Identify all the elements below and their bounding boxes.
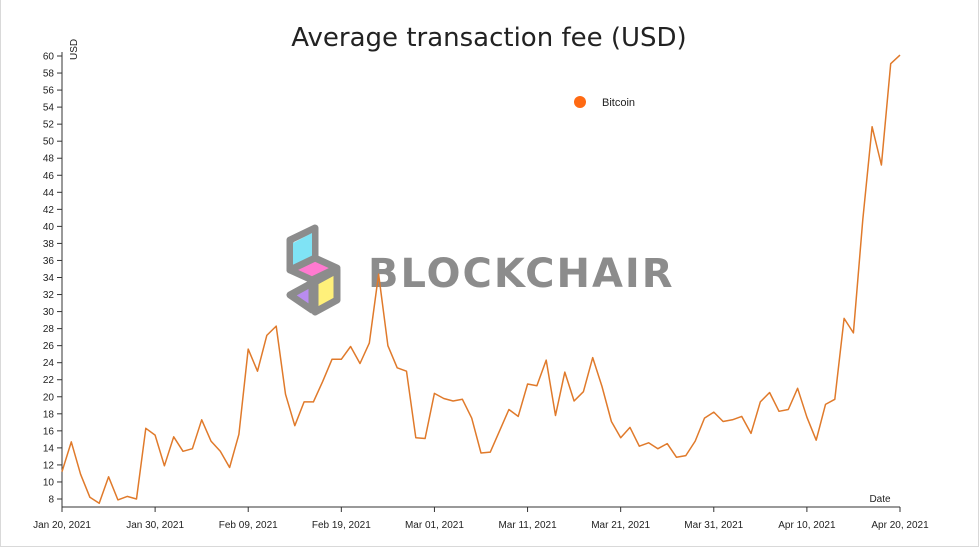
blockchair-logo (286, 224, 341, 316)
y-tick-label: 56 (43, 86, 55, 97)
x-axis: Jan 20, 2021 Jan 30, 2021 Feb 09, 2021 Feb … (33, 506, 929, 531)
y-tick-label: 22 (43, 375, 55, 386)
y-tick-label: 24 (43, 358, 55, 369)
y-axis: 8 10 12 14 16 18 20 22 24 26 28 30 32 34 36 38 40 42 44 46 4… (43, 52, 63, 507)
y-tick-label: 52 (43, 120, 55, 131)
y-tick-label: 44 (43, 188, 55, 199)
blockchair-watermark: BLOCKCHAIR (286, 224, 675, 316)
y-tick-label: 36 (43, 256, 55, 267)
y-tick-label: 58 (43, 69, 55, 80)
x-tick-label: Feb 09, 2021 (219, 520, 278, 531)
y-tick-label: 40 (43, 222, 55, 233)
x-tick-label: Mar 01, 2021 (405, 520, 464, 531)
y-tick-label: 42 (43, 205, 55, 216)
legend-label-bitcoin: Bitcoin (602, 97, 635, 109)
y-tick-label: 14 (43, 443, 55, 454)
x-tick-label: Jan 20, 2021 (33, 520, 91, 531)
x-tick-label: Mar 31, 2021 (684, 520, 743, 531)
x-tick-label: Feb 19, 2021 (312, 520, 371, 531)
x-tick-label: Apr 20, 2021 (871, 520, 929, 531)
y-tick-label: 28 (43, 324, 55, 335)
x-tick-label: Jan 30, 2021 (126, 520, 184, 531)
watermark-text: BLOCKCHAIR (368, 251, 675, 297)
y-tick-label: 60 (43, 52, 55, 63)
y-tick-label: 10 (43, 477, 55, 488)
y-tick-label: 16 (43, 426, 55, 437)
y-tick-label: 12 (43, 460, 55, 471)
y-tick-label: 38 (43, 239, 55, 250)
y-tick-label: 54 (43, 103, 55, 114)
y-tick-label: 46 (43, 171, 55, 182)
y-tick-label: 26 (43, 341, 55, 352)
y-tick-label: 32 (43, 290, 55, 301)
x-tick-label: Apr 10, 2021 (778, 520, 836, 531)
x-tick-label: Mar 21, 2021 (591, 520, 650, 531)
legend: Bitcoin (574, 96, 635, 109)
y-tick-label: 50 (43, 137, 55, 148)
y-tick-label: 30 (43, 307, 55, 318)
y-tick-label: 18 (43, 409, 55, 420)
x-tick-label: Mar 11, 2021 (498, 520, 557, 531)
y-tick-label: 48 (43, 154, 55, 165)
y-axis-title: USD (69, 39, 80, 60)
y-tick-label: 8 (48, 495, 54, 506)
chart-title: Average transaction fee (USD) (291, 23, 686, 53)
legend-marker-bitcoin (574, 96, 586, 108)
series-line-bitcoin (61, 54, 901, 505)
y-tick-label: 20 (43, 392, 55, 403)
y-tick-label: 34 (43, 273, 55, 284)
x-axis-title: Date (869, 494, 891, 505)
